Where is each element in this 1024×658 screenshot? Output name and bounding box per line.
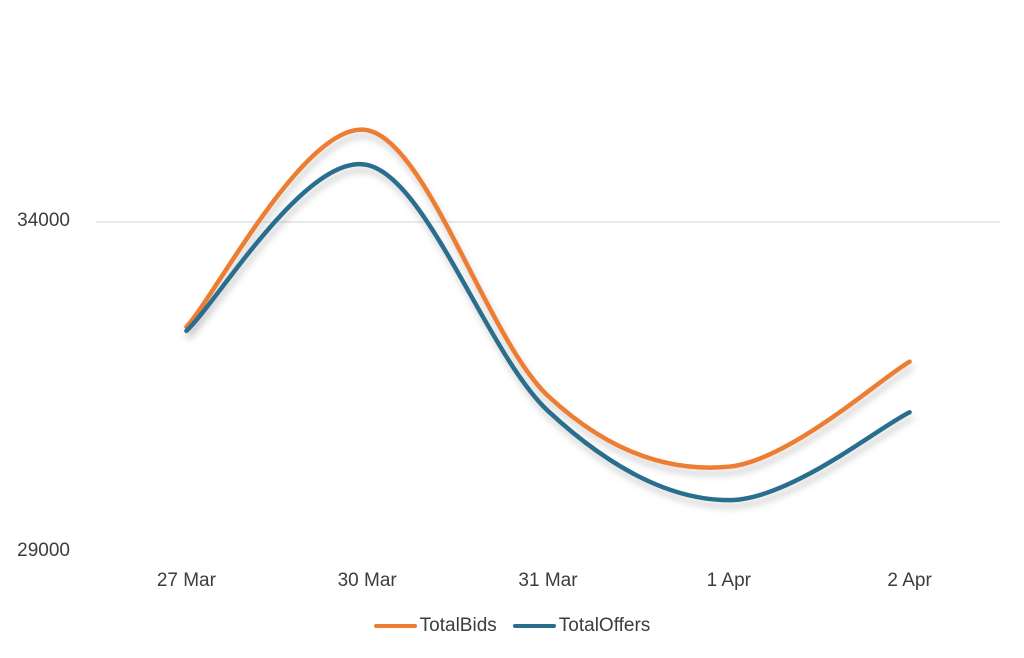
legend-line-swatch-totalbids xyxy=(373,624,417,628)
y-axis-tick-label-34000: 34000 xyxy=(17,210,70,231)
x-axis-tick-label: 31 Mar xyxy=(518,570,578,591)
series-line-totalbids xyxy=(184,127,912,470)
x-axis-tick-label: 1 Apr xyxy=(706,570,751,591)
legend-item-totaloffers: TotalOffers xyxy=(512,615,651,637)
x-axis-tick-label: 27 Mar xyxy=(156,570,216,591)
y-axis-tick-label-29000: 29000 xyxy=(17,540,70,561)
legend-label-totalbids: TotalBids xyxy=(419,615,497,636)
x-axis-tick-label: 2 Apr xyxy=(887,570,932,591)
series-lines xyxy=(184,127,912,503)
legend-line-swatch-totaloffers xyxy=(512,624,556,628)
legend: TotalBids TotalOffers xyxy=(0,615,1024,637)
x-axis-tick-label: 30 Mar xyxy=(337,570,397,591)
legend-label-totaloffers: TotalOffers xyxy=(558,615,651,636)
series-line-totaloffers xyxy=(184,161,912,503)
legend-item-totalbids: TotalBids xyxy=(373,615,497,637)
